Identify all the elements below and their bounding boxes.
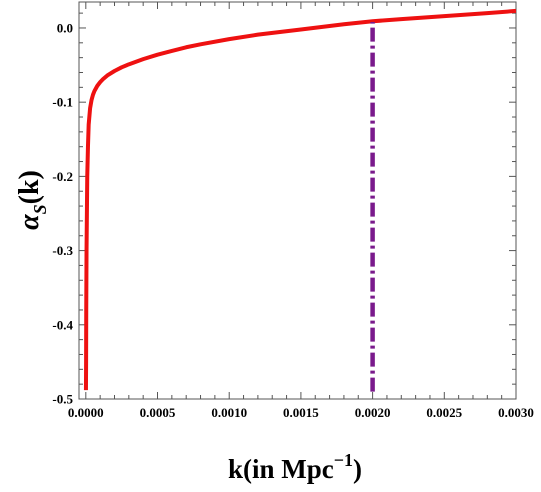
x-tick-label: 0.0030 — [498, 405, 534, 420]
ticks — [79, 2, 517, 400]
series-group — [83, 8, 517, 392]
y-tick-label: -0.5 — [52, 392, 73, 407]
y-tick-label: -0.1 — [52, 95, 73, 110]
x-axis-title: k(in Mpc−1) — [228, 450, 362, 484]
x-tick-label: 0.0015 — [283, 405, 319, 420]
alpha-s-curve — [83, 8, 517, 391]
x-tick-label: 0.0020 — [355, 405, 391, 420]
x-tick-label: 0.0005 — [140, 405, 176, 420]
x-tick-label: 0.0000 — [68, 405, 104, 420]
y-axis-title: αS(k) — [14, 170, 50, 230]
x-tick-label: 0.0025 — [426, 405, 462, 420]
tick-labels: 0.0000 0.0005 0.0010 0.0015 0.0020 0.0025 0.00… — [52, 20, 533, 420]
y-tick-label: -0.4 — [52, 317, 73, 332]
x-tick-label: 0.0010 — [211, 405, 247, 420]
y-tick-label: -0.3 — [52, 243, 73, 258]
y-tick-label: 0.0 — [57, 20, 73, 35]
plot-frame — [78, 1, 517, 400]
y-tick-label: -0.2 — [52, 169, 73, 184]
